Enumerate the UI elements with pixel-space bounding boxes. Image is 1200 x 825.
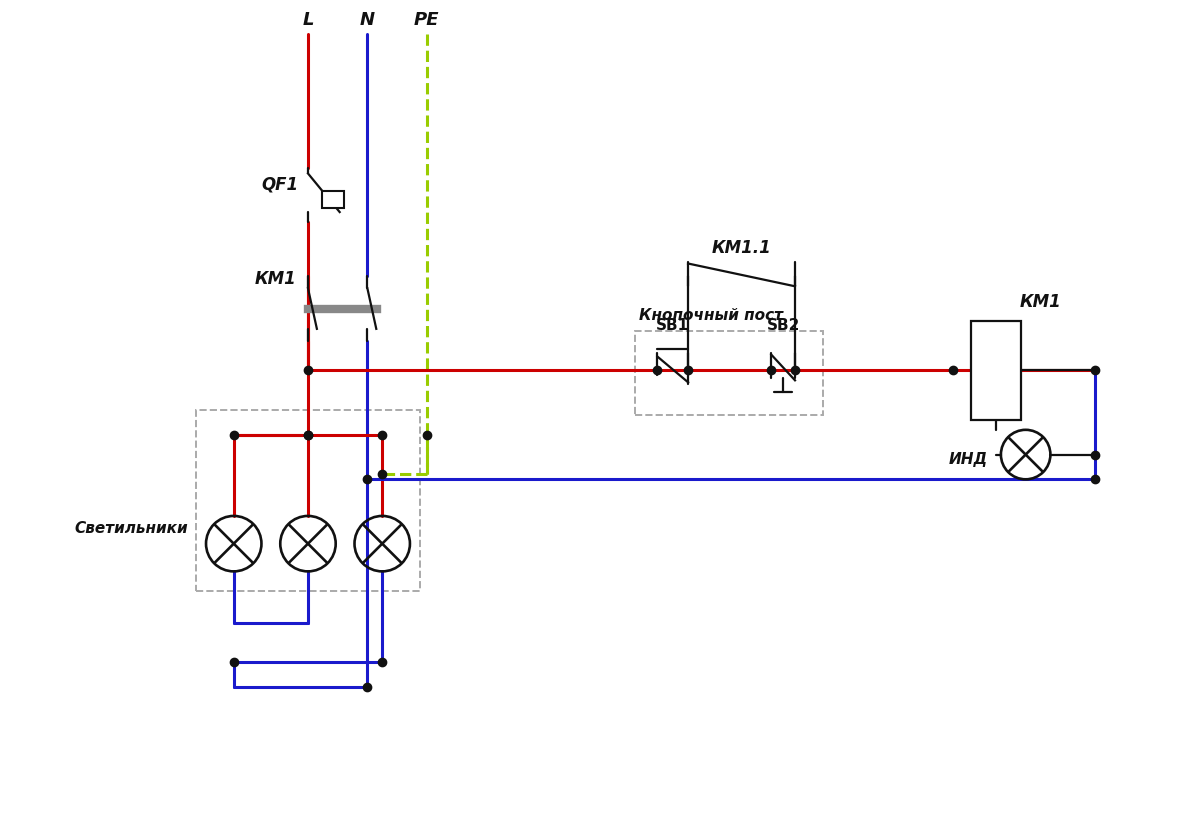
Text: ИНД: ИНД (949, 452, 988, 467)
Text: КМ1.1: КМ1.1 (712, 238, 772, 257)
Text: КМ1: КМ1 (254, 270, 296, 288)
FancyBboxPatch shape (322, 191, 343, 208)
Text: Кнопочный пост: Кнопочный пост (638, 308, 782, 323)
Text: PE: PE (414, 11, 439, 29)
FancyBboxPatch shape (971, 321, 1021, 420)
Text: Светильники: Светильники (74, 521, 188, 536)
Text: SB2: SB2 (767, 318, 800, 332)
Text: QF1: QF1 (260, 176, 298, 193)
Text: L: L (302, 11, 313, 29)
Text: КМ1: КМ1 (1020, 293, 1061, 311)
Text: N: N (360, 11, 374, 29)
Text: SB1: SB1 (655, 318, 689, 332)
